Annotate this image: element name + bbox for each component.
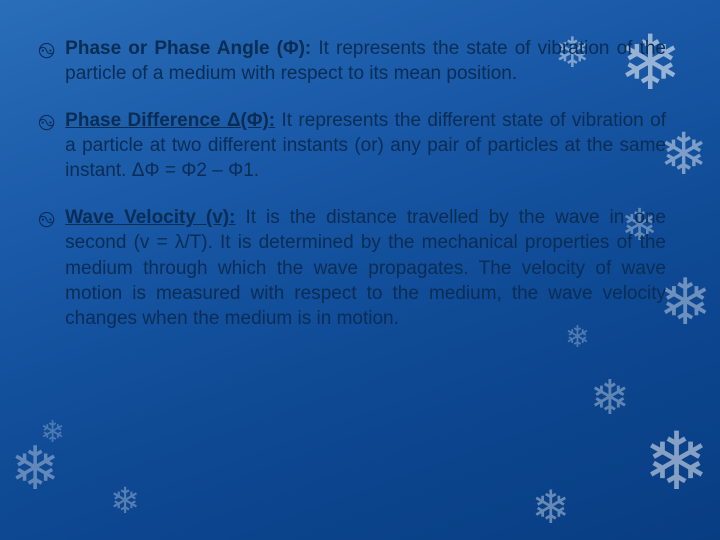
snowflake-icon: ❄ [643, 415, 710, 508]
item-title: Phase or Phase Angle (Φ): [65, 38, 311, 59]
list-item: ࿊ Wave Velocity (v): It is the distance … [38, 205, 666, 330]
item-title: Phase Difference Δ(Φ): [65, 110, 275, 131]
snowflake-icon: ❄ [10, 434, 60, 504]
item-title: Wave Velocity (v): [65, 207, 235, 228]
list-item: ࿊ Phase or Phase Angle (Φ): It represent… [38, 36, 666, 86]
snowflake-icon: ❄ [531, 480, 570, 534]
item-paragraph: Phase or Phase Angle (Φ): It represents … [65, 36, 666, 86]
slide-content: ࿊ Phase or Phase Angle (Φ): It represent… [0, 0, 720, 331]
bullet-icon: ࿊ [38, 207, 55, 233]
snowflake-icon: ❄ [110, 480, 140, 522]
list-item: ࿊ Phase Difference Δ(Φ): It represents t… [38, 108, 666, 183]
bullet-icon: ࿊ [38, 110, 55, 136]
item-paragraph: Phase Difference Δ(Φ): It represents the… [65, 108, 666, 183]
item-paragraph: Wave Velocity (v): It is the distance tr… [65, 205, 666, 330]
bullet-icon: ࿊ [38, 38, 55, 64]
snowflake-icon: ❄ [40, 415, 65, 450]
snowflake-icon: ❄ [590, 370, 630, 426]
